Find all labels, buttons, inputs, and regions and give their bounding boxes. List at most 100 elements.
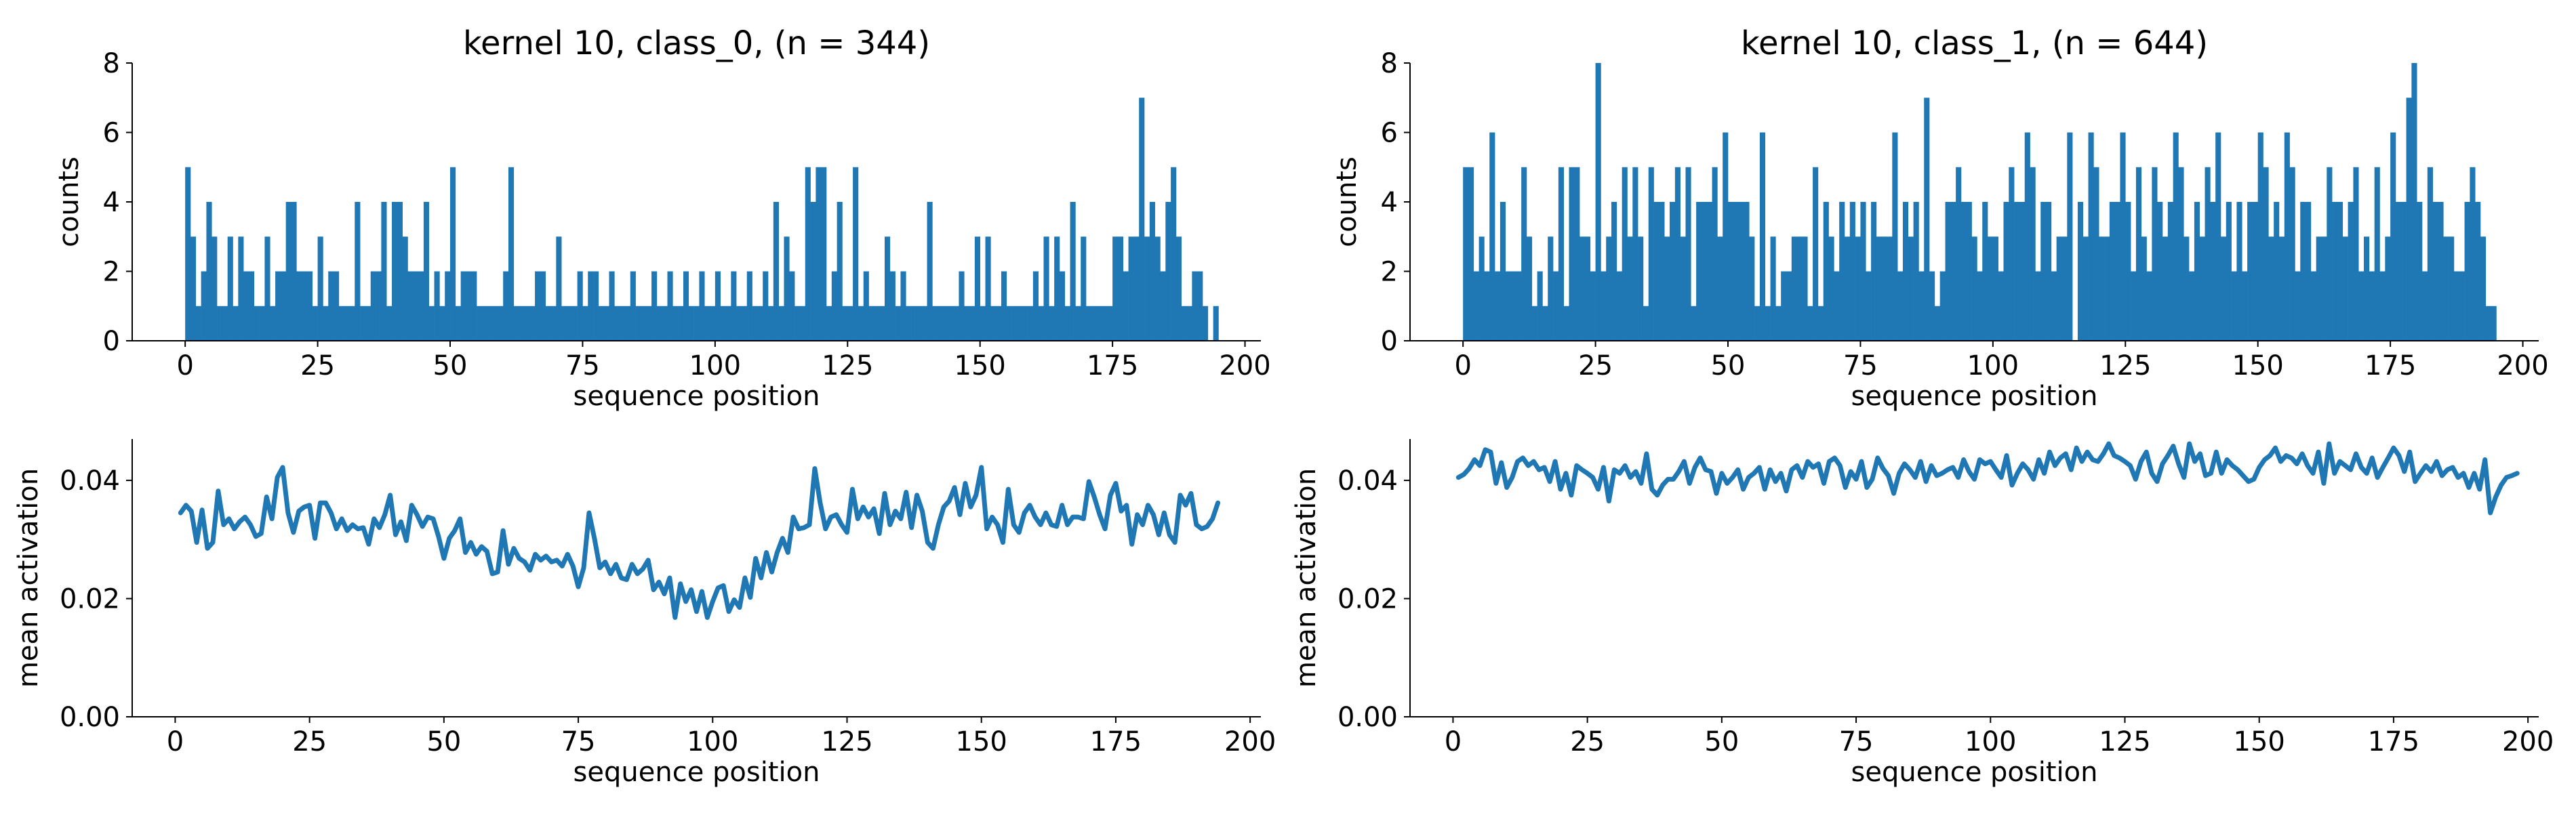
y-tick-label: 4 [1381,187,1398,218]
histogram-bar [778,306,784,341]
histogram-bar [1171,167,1177,341]
histogram-bar [1834,271,1840,341]
histogram-bar [1966,202,1972,341]
histogram-bar [1828,236,1834,341]
x-tick-label: 75 [1839,726,1874,757]
histogram-bar [1982,202,1988,341]
histogram-bar [799,306,806,341]
histogram-bar [2422,271,2428,341]
histogram-bar [334,271,340,341]
x-tick-label: 175 [2364,350,2416,381]
histogram-bar [2369,271,2375,341]
histogram-bar [2406,98,2412,341]
histogram-bar [2003,202,2009,341]
histogram-bar [1611,202,1617,341]
histogram-bar [2443,236,2449,341]
histogram-bar [195,306,201,341]
x-tick-label: 125 [2099,726,2150,757]
histogram-bar [842,306,848,341]
histogram-bar [964,306,970,341]
histogram-bar [1876,236,1883,341]
y-tick-label: 0.02 [1337,584,1398,615]
histogram-bar [2194,202,2200,341]
histogram-bar [291,202,297,341]
histogram-bar [2205,167,2211,341]
histogram-bar [1038,306,1044,341]
histogram-bar [1770,236,1776,341]
histogram-bar [2120,132,2126,341]
histogram-bar [1786,271,1792,341]
histogram-bar [328,271,334,341]
chart-panel-3: 0 25 50 75 100 125 150 175 200 0.00 0.02 0.04 sequen… [1291,439,2554,788]
histogram-bar [1463,167,1469,341]
histogram-bar [1070,202,1076,341]
histogram-bar [1510,271,1516,341]
histogram-bar [423,202,430,341]
histogram-bar [1817,306,1824,341]
histogram-bar [1144,236,1150,341]
histogram-bar [2152,167,2158,341]
histogram-bar [508,167,515,341]
chart-title: kernel 10, class_1, (n = 644) [1741,24,2208,62]
histogram-bar [646,306,652,341]
histogram-bar [1701,202,1708,341]
histogram-bar [826,306,832,341]
histogram-bar [2104,236,2110,341]
histogram-bar [1054,236,1060,341]
histogram-bar [2364,236,2370,341]
histogram-bar [2231,271,2237,341]
histogram-bar [1897,271,1904,341]
histogram-bar [1823,202,1829,341]
histogram-bar [710,306,716,341]
histogram-bar [254,306,260,341]
histogram-bar [942,306,949,341]
x-tick-label: 25 [1578,350,1613,381]
histogram-bar [2348,202,2354,341]
histogram-bar [455,306,461,341]
histogram-bar [1112,236,1119,341]
histogram-bar [2491,306,2497,341]
histogram-bar [498,306,504,341]
histogram-bar [773,202,779,341]
histogram-bar [1960,202,1967,341]
histogram-bar [566,306,573,341]
histogram-bar [264,236,270,341]
histogram-bar [1849,202,1855,341]
histogram-bar [1918,271,1925,341]
histogram-bar [1505,271,1511,341]
histogram-bar [1086,306,1092,341]
histogram-bar [445,271,451,341]
histogram-bar [2040,202,2047,341]
histogram-bar [1674,167,1681,341]
histogram-bar [2289,167,2295,341]
histogram-bar [1908,236,1914,341]
histogram-bar [312,306,318,341]
histogram-bar [688,306,694,341]
y-tick-label: 8 [1381,48,1398,79]
histogram-bar [413,271,419,341]
histogram-bar [1181,306,1187,341]
histogram-bar [593,271,599,341]
histogram-bar [693,306,700,341]
histogram-bar [185,167,191,341]
histogram-bar [1601,271,1607,341]
histogram-bar [837,202,843,341]
histogram-bar [2263,167,2269,341]
histogram-bar [2284,132,2290,341]
x-tick-label: 75 [1843,350,1878,381]
histogram-bar [418,271,424,341]
histogram-bar [349,306,355,341]
histogram-bar [672,306,679,341]
histogram-bar [1049,306,1055,341]
histogram-bar [1542,306,1548,341]
histogram-bar [2088,132,2094,341]
histogram-bar [1484,271,1490,341]
x-tick-label: 150 [2234,726,2285,757]
histogram-bar [720,306,726,341]
histogram-bar [1802,236,1808,341]
histogram-bar [1128,236,1134,341]
histogram-bar [624,306,631,341]
histogram-bar [1516,271,1522,341]
histogram-bar [2400,202,2407,341]
